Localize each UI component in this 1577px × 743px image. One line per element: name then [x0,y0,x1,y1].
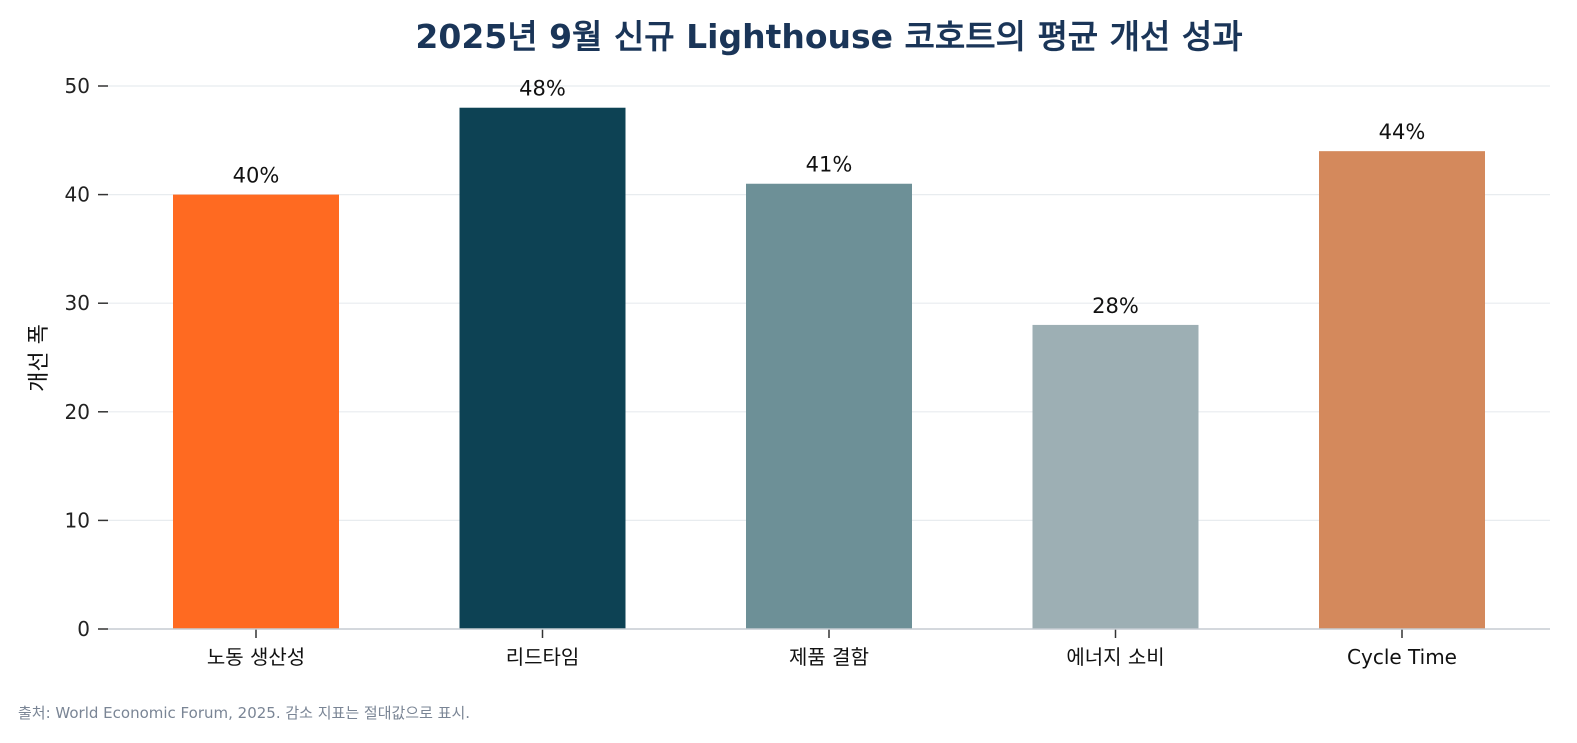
y-axis-label: 개선 폭 [27,324,52,392]
x-tick-label: 제품 결함 [789,645,869,669]
y-tick-label: 0 [77,617,90,641]
y-tick-label: 20 [65,400,90,424]
data-label: 48% [519,77,566,101]
chart-title: 2025년 9월 신규 Lighthouse 코호트의 평균 개선 성과 [415,17,1242,56]
y-axis: 0 10 20 30 40 50 [65,74,108,641]
data-label: 44% [1379,120,1426,144]
y-tick-label: 40 [65,183,90,207]
x-axis: 노동 생산성 리드타임 제품 결함 에너지 소비 Cycle Time [108,628,1550,669]
data-label: 28% [1092,294,1139,318]
y-tick-label: 10 [65,508,90,532]
data-labels: 40% 48% 41% 28% 44% [233,77,1426,318]
data-label: 41% [806,153,853,177]
x-tick-label: Cycle Time [1347,645,1457,669]
bar [1319,151,1485,629]
bar [459,107,626,630]
bars [173,107,1485,630]
data-label: 40% [233,164,280,188]
bar [746,183,912,630]
bar [173,194,339,629]
x-tick-label: 노동 생산성 [207,645,305,669]
bar [1032,324,1199,629]
source-note: 출처: World Economic Forum, 2025. 감소 지표는 절… [18,704,470,722]
x-tick-label: 에너지 소비 [1066,645,1164,669]
y-tick-label: 50 [65,74,90,98]
x-tick-label: 리드타임 [506,645,580,669]
y-tick-label: 30 [65,291,90,315]
